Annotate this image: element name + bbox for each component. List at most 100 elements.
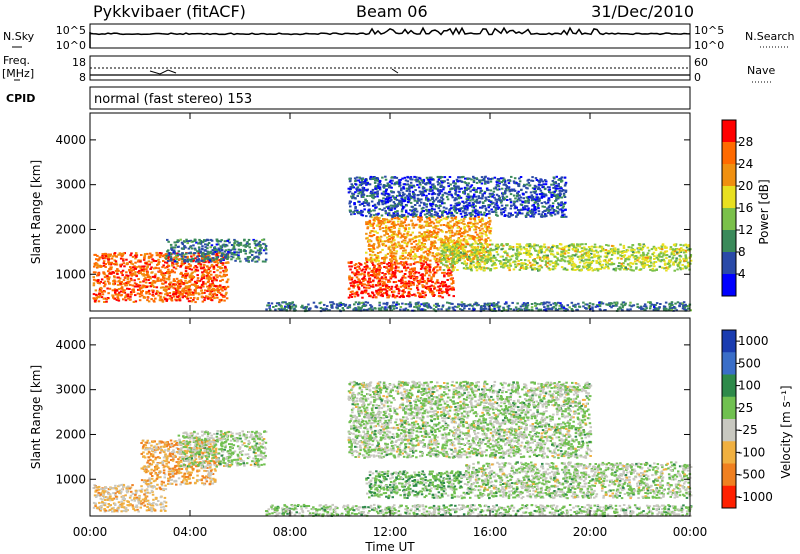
- power-cell: [483, 263, 487, 266]
- power-cell: [587, 256, 590, 259]
- power-cell: [182, 255, 185, 258]
- power-cell: [401, 205, 405, 208]
- power-cell: [389, 264, 392, 267]
- power-cell: [194, 239, 197, 242]
- power-cell: [186, 255, 189, 258]
- power-cell: [380, 262, 383, 265]
- nave-label: Nave: [747, 64, 775, 77]
- power-cell: [220, 262, 223, 264]
- power-cell: [489, 239, 492, 242]
- power-cell: [130, 252, 133, 255]
- power-cell: [437, 228, 440, 231]
- power-cell: [357, 273, 361, 276]
- power-cell: [475, 181, 479, 184]
- power-cell: [237, 248, 241, 251]
- power-cell: [264, 252, 268, 255]
- power-cell: [368, 212, 371, 215]
- power-cell: [117, 293, 120, 296]
- power-cell: [668, 255, 671, 258]
- power-cell: [408, 271, 411, 274]
- power-cell: [375, 289, 378, 292]
- power-cell: [245, 259, 248, 262]
- power-cell: [535, 267, 539, 270]
- power-cell: [472, 235, 475, 238]
- power-cell: [175, 299, 178, 302]
- power-cell: [486, 229, 489, 232]
- power-cell: [117, 269, 120, 272]
- power-cell: [201, 271, 204, 274]
- power-cell: [131, 266, 135, 269]
- power-cell: [430, 244, 434, 247]
- power-cell: [221, 289, 224, 292]
- power-cell: [251, 258, 255, 261]
- power-cell: [221, 278, 224, 281]
- power-cell: [223, 253, 226, 256]
- power-cell: [588, 253, 591, 256]
- power-cell: [382, 218, 385, 220]
- power-cell: [363, 275, 366, 278]
- power-cell: [552, 183, 556, 186]
- power-cell: [172, 279, 176, 282]
- power-cell: [657, 258, 660, 261]
- power-cell: [646, 258, 649, 261]
- power-cell: [95, 279, 98, 282]
- power-cell: [429, 190, 432, 192]
- power-cell: [486, 246, 489, 249]
- power-cell: [555, 260, 558, 263]
- power-cell: [610, 244, 614, 247]
- power-cell: [460, 221, 463, 224]
- power-cell: [431, 241, 434, 244]
- power-cell: [376, 254, 379, 257]
- power-cell: [202, 266, 205, 269]
- power-cell: [457, 259, 461, 262]
- power-cell: [606, 252, 610, 255]
- power-cell: [137, 272, 141, 275]
- power-cell: [446, 198, 450, 201]
- power-cell: [366, 240, 370, 243]
- power-cell: [153, 276, 157, 279]
- power-cell: [572, 262, 576, 265]
- power-cell: [608, 263, 611, 266]
- power-cell: [166, 260, 170, 262]
- power-cell: [572, 243, 575, 246]
- power-cell: [468, 229, 471, 232]
- power-cell: [354, 180, 357, 183]
- power-cell: [165, 261, 169, 264]
- power-cell: [510, 255, 514, 258]
- power-cell: [113, 279, 116, 282]
- power-cell: [445, 231, 448, 234]
- power-cell: [376, 236, 379, 239]
- power-cell: [590, 260, 594, 263]
- power-cell: [464, 255, 468, 258]
- power-cell: [402, 249, 405, 252]
- power-cell: [416, 284, 419, 287]
- power-cell: [493, 210, 496, 213]
- power-cell: [416, 286, 419, 289]
- power-cell: [392, 281, 396, 284]
- power-cell: [194, 265, 197, 267]
- power-cell: [374, 259, 377, 262]
- power-cell: [575, 248, 578, 251]
- power-cell: [154, 280, 158, 283]
- power-cell: [129, 254, 132, 257]
- power-cell: [381, 248, 384, 251]
- power-cell: [429, 231, 432, 234]
- power-cell: [194, 248, 197, 251]
- power-cell: [676, 248, 679, 251]
- power-cell: [468, 227, 471, 230]
- power-cell: [429, 246, 433, 249]
- power-cell: [170, 271, 173, 273]
- power-cell: [412, 281, 415, 284]
- power-cell: [361, 296, 364, 299]
- power-cell: [409, 195, 412, 197]
- power-cell: [377, 243, 381, 246]
- power-cell: [374, 284, 378, 287]
- power-cell: [488, 251, 491, 254]
- power-cell: [636, 256, 639, 259]
- power-cell: [134, 273, 137, 276]
- power-cell: [584, 258, 587, 261]
- power-cell: [418, 245, 422, 248]
- power-cell: [129, 266, 132, 268]
- power-cell: [394, 257, 397, 260]
- power-cell: [104, 283, 107, 286]
